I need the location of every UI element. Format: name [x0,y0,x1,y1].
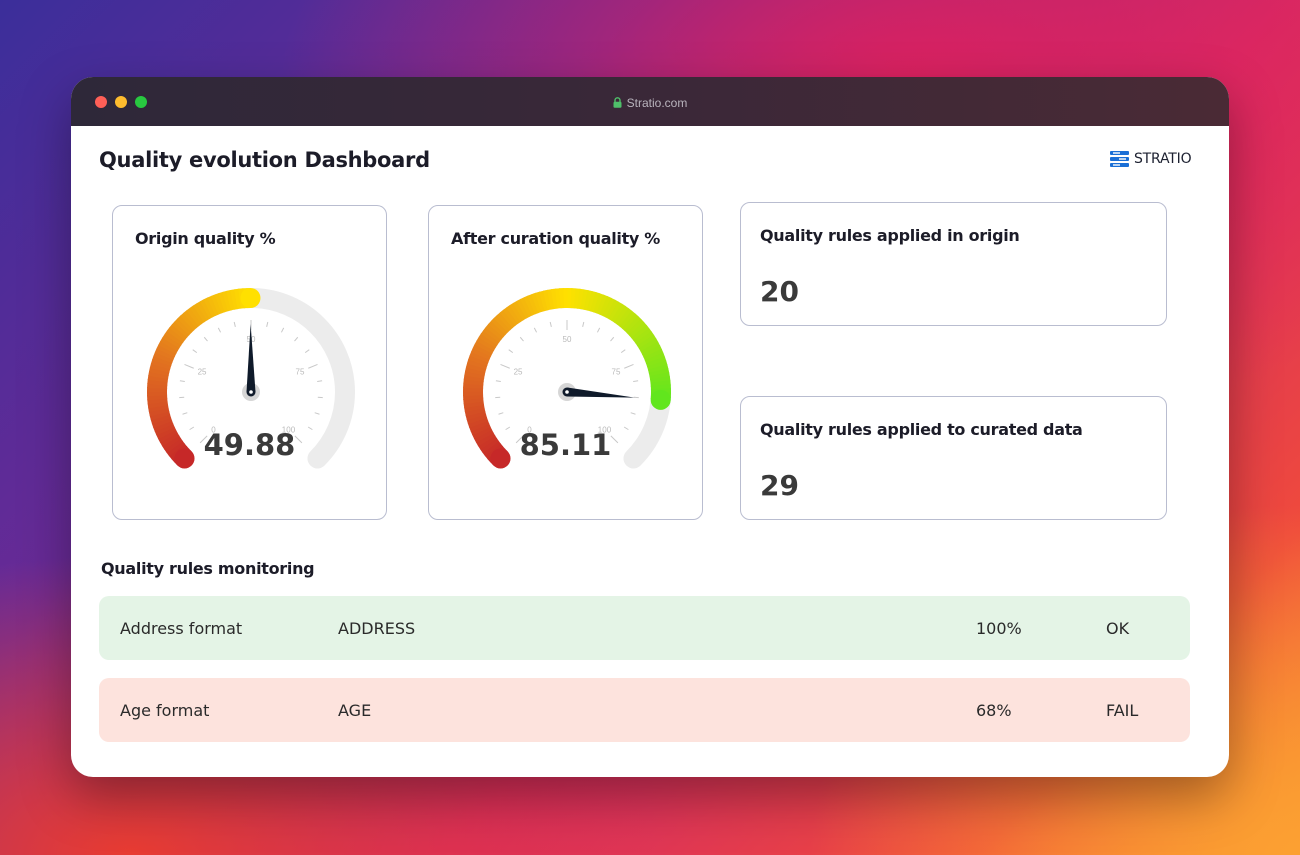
gauge-tick-label: 75 [612,368,621,377]
gauge-fill-end-cap [650,389,671,410]
gauge-value: 49.88 [203,428,296,462]
rules-origin-card: Quality rules applied in origin 20 [740,202,1167,326]
gauge-tick-label: 100 [282,425,296,434]
gauge-value: 85.11 [519,428,612,462]
gauge-needle-dot [249,390,253,394]
status-badge: FAIL [1106,701,1139,720]
after-curation-quality-card: After curation quality % 0 25 50 75 100 85.1… [428,205,703,520]
url-text: Stratio.com [626,96,688,110]
gauge-tick-label: 75 [296,368,305,377]
gauge-needle-dot [565,390,569,394]
minimize-window-button[interactable] [115,96,127,108]
gauge-fill-start-cap [174,448,195,469]
gauge-tick-label: 25 [514,368,523,377]
rule-percent: 68% [976,701,1012,720]
page-title: Quality evolution Dashboard [99,148,430,172]
status-badge: OK [1106,619,1130,638]
stat-value: 29 [760,469,799,502]
rule-field: ADDRESS [338,619,416,638]
gauge-ticks [179,320,323,444]
table-row[interactable]: Address format ADDRESS 100% OK [99,596,1190,660]
stratio-logo-icon [1110,151,1129,167]
after-curation-quality-gauge: 0 25 50 75 100 [463,288,671,469]
rule-name: Age format [120,701,210,720]
gauge-needle [246,324,256,393]
title-bar: Stratio.com [71,77,1229,126]
gauge-fill [463,288,671,466]
lock-icon [613,97,622,111]
gauge-tick-label: 0 [527,425,532,434]
window-controls [95,96,147,108]
maximize-window-button[interactable] [135,96,147,108]
stat-title: Quality rules applied to curated data [760,420,1083,439]
gauge-tick-label: 100 [598,425,612,434]
dashboard: Quality evolution Dashboard STRATIO Orig… [71,126,1229,777]
rules-curated-card: Quality rules applied to curated data 29 [740,396,1167,520]
brand-logo: STRATIO [1110,151,1192,167]
browser-window: Stratio.com Quality evolution Dashboard … [71,77,1229,777]
stat-value: 20 [760,275,799,308]
gauge-title: After curation quality % [451,229,661,248]
close-window-button[interactable] [95,96,107,108]
address-bar[interactable]: Stratio.com [71,96,1229,111]
rule-percent: 100% [976,619,1022,638]
gauge-fill-start-cap [490,448,511,469]
gauge-tick-label: 50 [563,335,572,344]
section-title: Quality rules monitoring [101,559,315,578]
table-row[interactable]: Age format AGE 68% FAIL [99,678,1190,742]
gauge-tick-label: 25 [198,368,207,377]
stat-title: Quality rules applied in origin [760,226,1020,245]
gauge-ticks [495,320,639,444]
gauge-needle [566,387,635,398]
rule-name: Address format [120,619,243,638]
rule-field: AGE [338,701,372,720]
gauge-title: Origin quality % [135,229,276,248]
brand-name: STRATIO [1134,151,1192,167]
gauge-tick-label: 0 [211,425,216,434]
gauge-fill-end-cap [240,288,261,309]
